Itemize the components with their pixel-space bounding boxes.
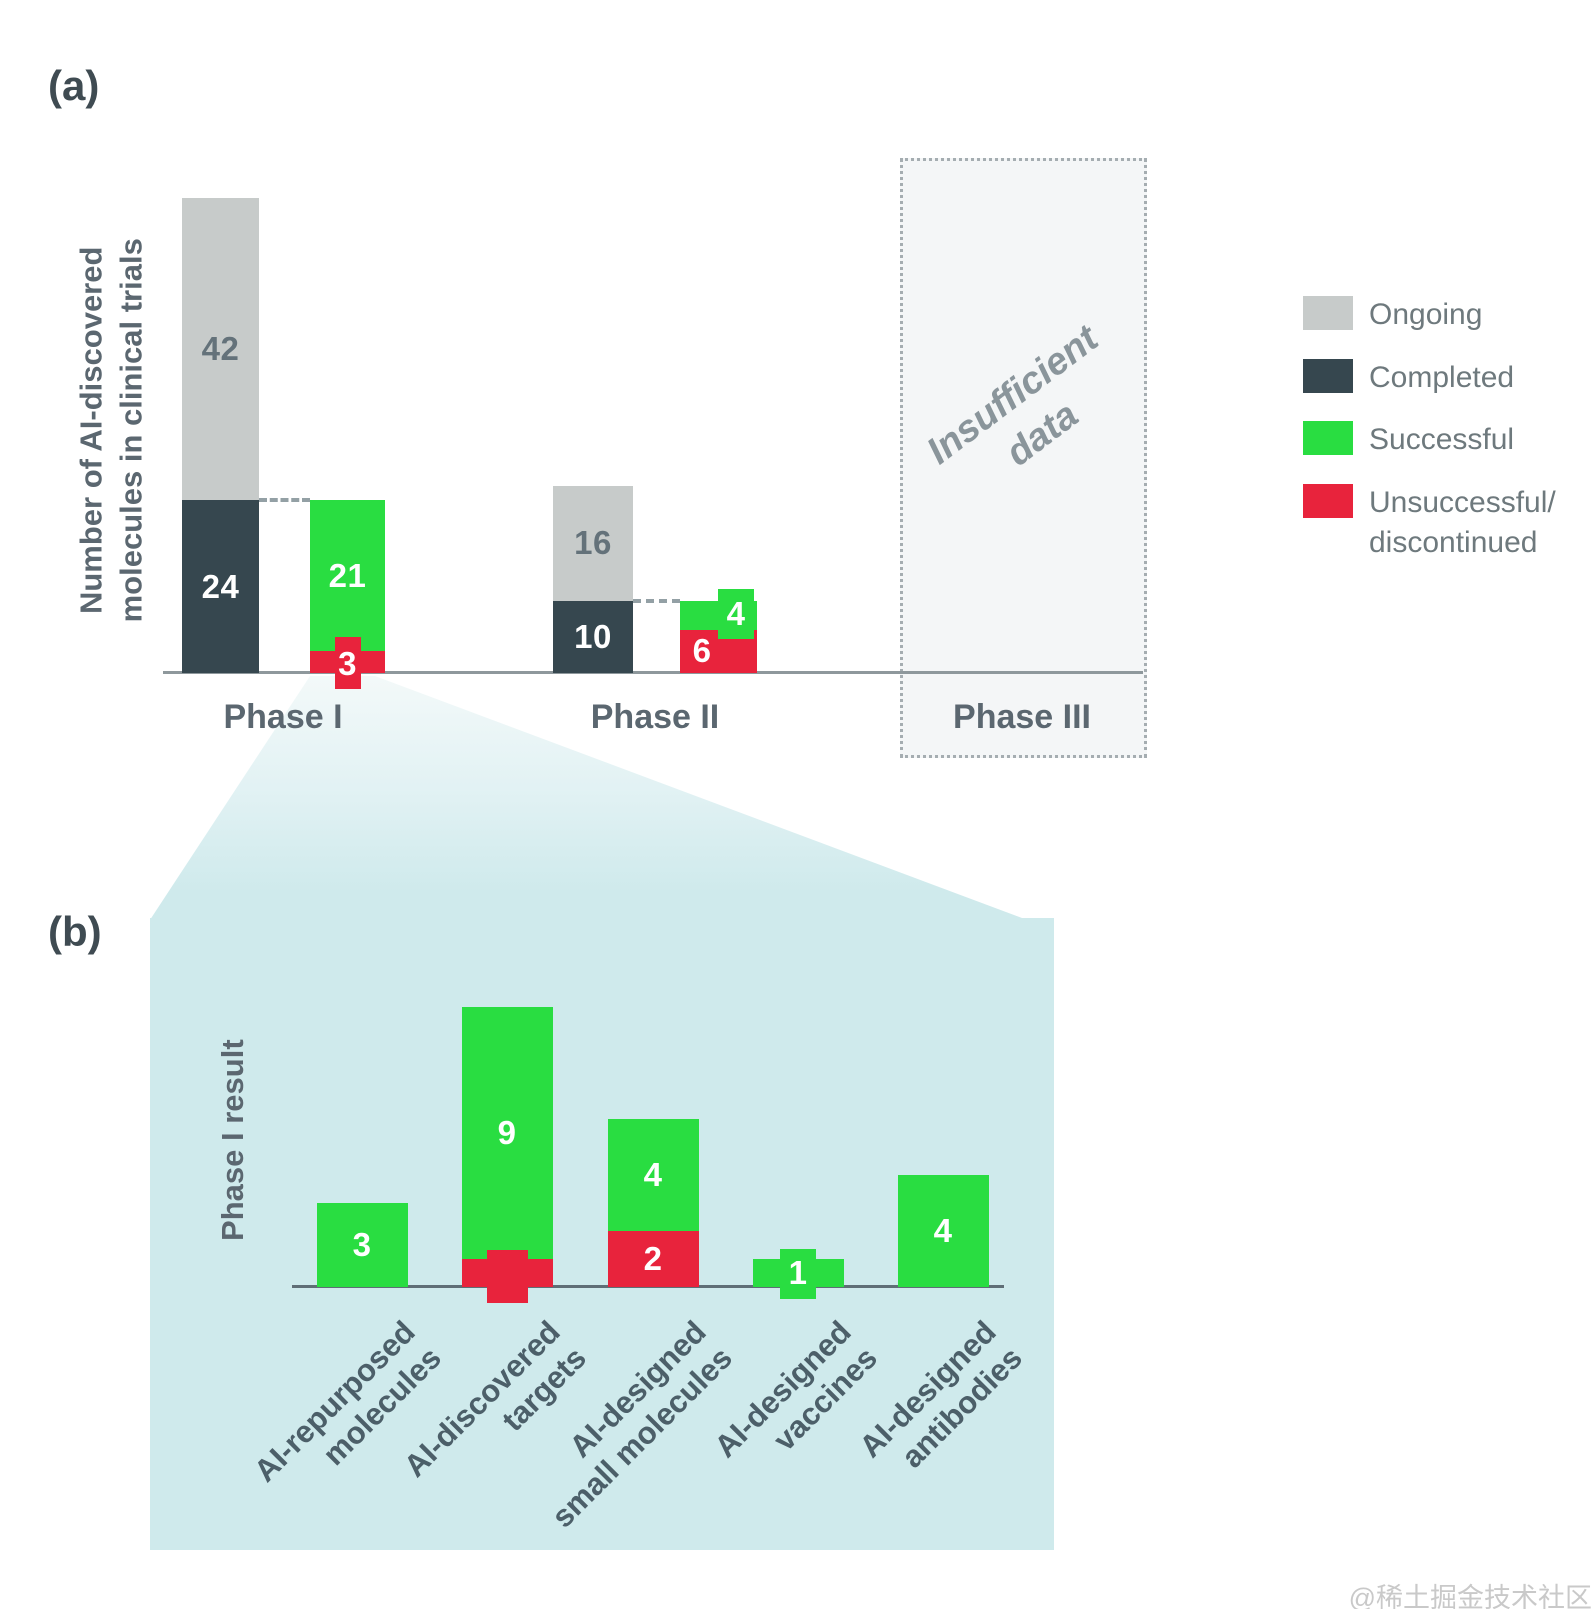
panel-b-tag: (b) [48, 908, 102, 955]
successful-notch-tab [718, 589, 754, 639]
successful-value: 4 [726, 595, 746, 632]
successful-value: 4 [643, 1156, 663, 1193]
legend-swatch [1303, 421, 1353, 455]
legend-swatch [1303, 296, 1353, 330]
ongoing-value: 42 [201, 330, 240, 367]
successful-bar [316, 1203, 408, 1287]
successful-bar [461, 1007, 553, 1259]
unsuccessful-value: 6 [692, 632, 712, 670]
successful-value: 3 [352, 1226, 372, 1263]
successful-cross-tab [780, 1249, 816, 1299]
successful-value: 9 [497, 1114, 517, 1151]
phase3-insufficient-data-box: Insufficient data [900, 158, 1147, 758]
legend-swatch [1303, 358, 1353, 393]
completed-bar [553, 601, 633, 673]
watermark: @稀土掘金技术社区 [1348, 1583, 1592, 1609]
legend-label: Ongoing [1369, 298, 1483, 331]
successful-value: 21 [328, 556, 367, 594]
legend-item: Completed [1303, 358, 1556, 399]
panel-a-tag: (a) [48, 62, 100, 109]
connector-dashed-line [633, 599, 680, 603]
insufficient-data-note: Insufficient data [919, 317, 1107, 475]
successful-value: 1 [788, 1254, 808, 1291]
connector-dashed-line [259, 498, 310, 503]
phase-label: Phase II [590, 698, 720, 736]
unsuccessful-bar [607, 1231, 699, 1287]
ongoing-bar [182, 197, 259, 501]
panel-b-y-axis-label: Phase I result [214, 1039, 250, 1241]
legend-item: Ongoing [1303, 296, 1556, 336]
successful-bar [310, 500, 385, 652]
completed-value: 24 [201, 567, 240, 605]
legend-label: Unsuccessful/ discontinued [1369, 485, 1556, 560]
legend-label: Successful [1369, 423, 1515, 456]
successful-bar [607, 1119, 699, 1231]
unsuccessful-value: 2 [643, 1240, 663, 1277]
panel-a-x-axis-line [163, 671, 1143, 674]
unsuccessful-value: 3 [338, 645, 357, 683]
ongoing-bar [553, 485, 633, 601]
legend-item: Unsuccessful/ discontinued [1303, 483, 1556, 564]
unsuccessful-cross-tab [487, 1250, 528, 1303]
legend: Ongoing Completed Successful Unsuccessful/ … [1303, 296, 1556, 587]
ongoing-value: 16 [574, 524, 612, 562]
legend-item: Successful [1303, 421, 1556, 461]
legend-swatch [1303, 483, 1353, 518]
unsuccessful-cross-tab [334, 637, 361, 689]
successful-value: 4 [933, 1212, 953, 1249]
completed-bar [182, 500, 259, 673]
phase-label: Phase I [223, 698, 343, 736]
phase-label: Phase III [953, 698, 1091, 736]
legend-label: Completed [1369, 360, 1515, 394]
successful-bar [897, 1175, 989, 1287]
panel-a-y-axis-label: Number of AI-discovered molecules in cli… [73, 238, 149, 623]
completed-value: 10 [574, 618, 612, 655]
